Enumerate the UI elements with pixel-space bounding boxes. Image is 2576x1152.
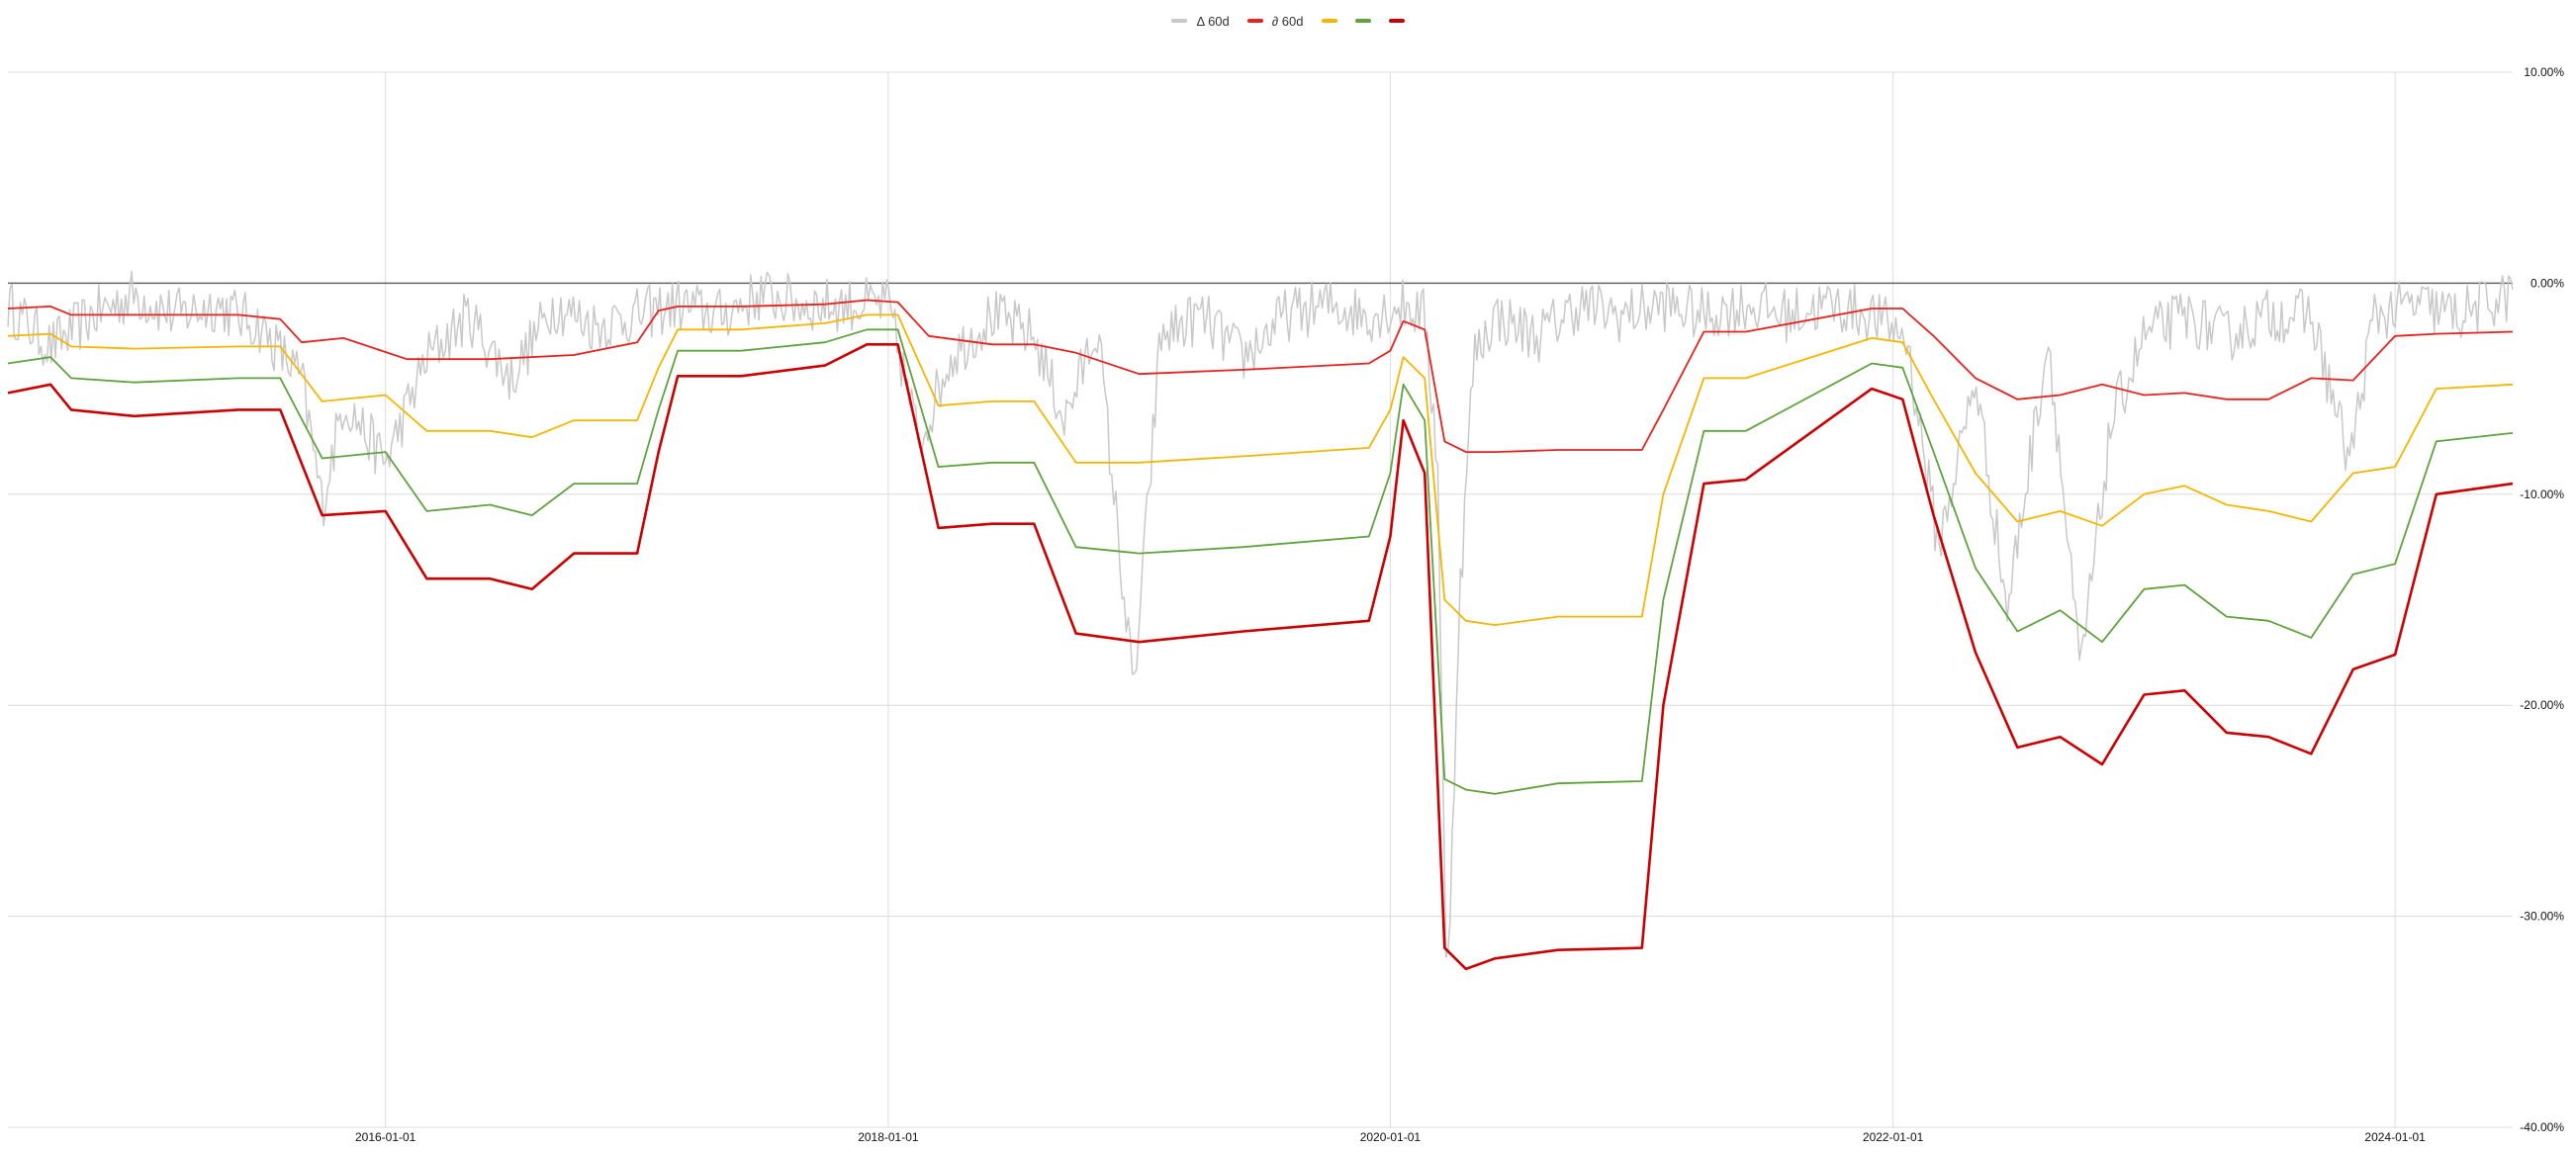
x-tick-label: 2018-01-01 xyxy=(858,1130,919,1144)
chart-grid xyxy=(8,71,2513,1128)
series-line-3 xyxy=(7,328,2514,795)
x-tick-label: 2016-01-01 xyxy=(355,1130,416,1144)
chart-series xyxy=(7,270,2514,971)
legend-label-partial: ∂ 60d xyxy=(1271,13,1304,29)
legend-swatch-dark-red xyxy=(1388,19,1405,23)
y-tick-label: -20.00% xyxy=(2520,698,2564,712)
legend-swatch-delta xyxy=(1171,19,1188,23)
x-tick-label: 2024-01-01 xyxy=(2364,1130,2426,1144)
y-tick-label: 10.00% xyxy=(2524,65,2564,79)
y-tick-label: 0.00% xyxy=(2530,276,2564,290)
series-line-0 xyxy=(7,270,2514,958)
series-line-1 xyxy=(7,299,2514,453)
legend-item-partial-60d[interactable]: ∂ 60d xyxy=(1246,13,1304,29)
series-line-2 xyxy=(7,313,2514,626)
legend-item-dark-red[interactable] xyxy=(1388,19,1405,23)
series-line-4 xyxy=(7,343,2514,971)
x-tick-label: 2020-01-01 xyxy=(1360,1130,1422,1144)
legend-swatch-yellow xyxy=(1321,19,1337,23)
legend-swatch-partial xyxy=(1246,19,1263,23)
legend-item-delta-60d[interactable]: Δ 60d xyxy=(1171,13,1230,29)
legend-swatch-green xyxy=(1354,19,1371,23)
legend-item-green[interactable] xyxy=(1354,19,1371,23)
legend-label-delta: Δ 60d xyxy=(1196,13,1230,29)
y-tick-label: -10.00% xyxy=(2520,487,2564,501)
y-tick-label: -30.00% xyxy=(2520,910,2564,924)
y-tick-label: -40.00% xyxy=(2520,1120,2564,1134)
legend-item-yellow[interactable] xyxy=(1321,19,1337,23)
chart-tick-labels: 10.00% 0.00% -10.00% -20.00% -30.00% -40.00% 2… xyxy=(355,65,2564,1144)
x-tick-label: 2022-01-01 xyxy=(1863,1130,1924,1144)
chart-legend: Δ 60d ∂ 60d xyxy=(0,10,2576,32)
